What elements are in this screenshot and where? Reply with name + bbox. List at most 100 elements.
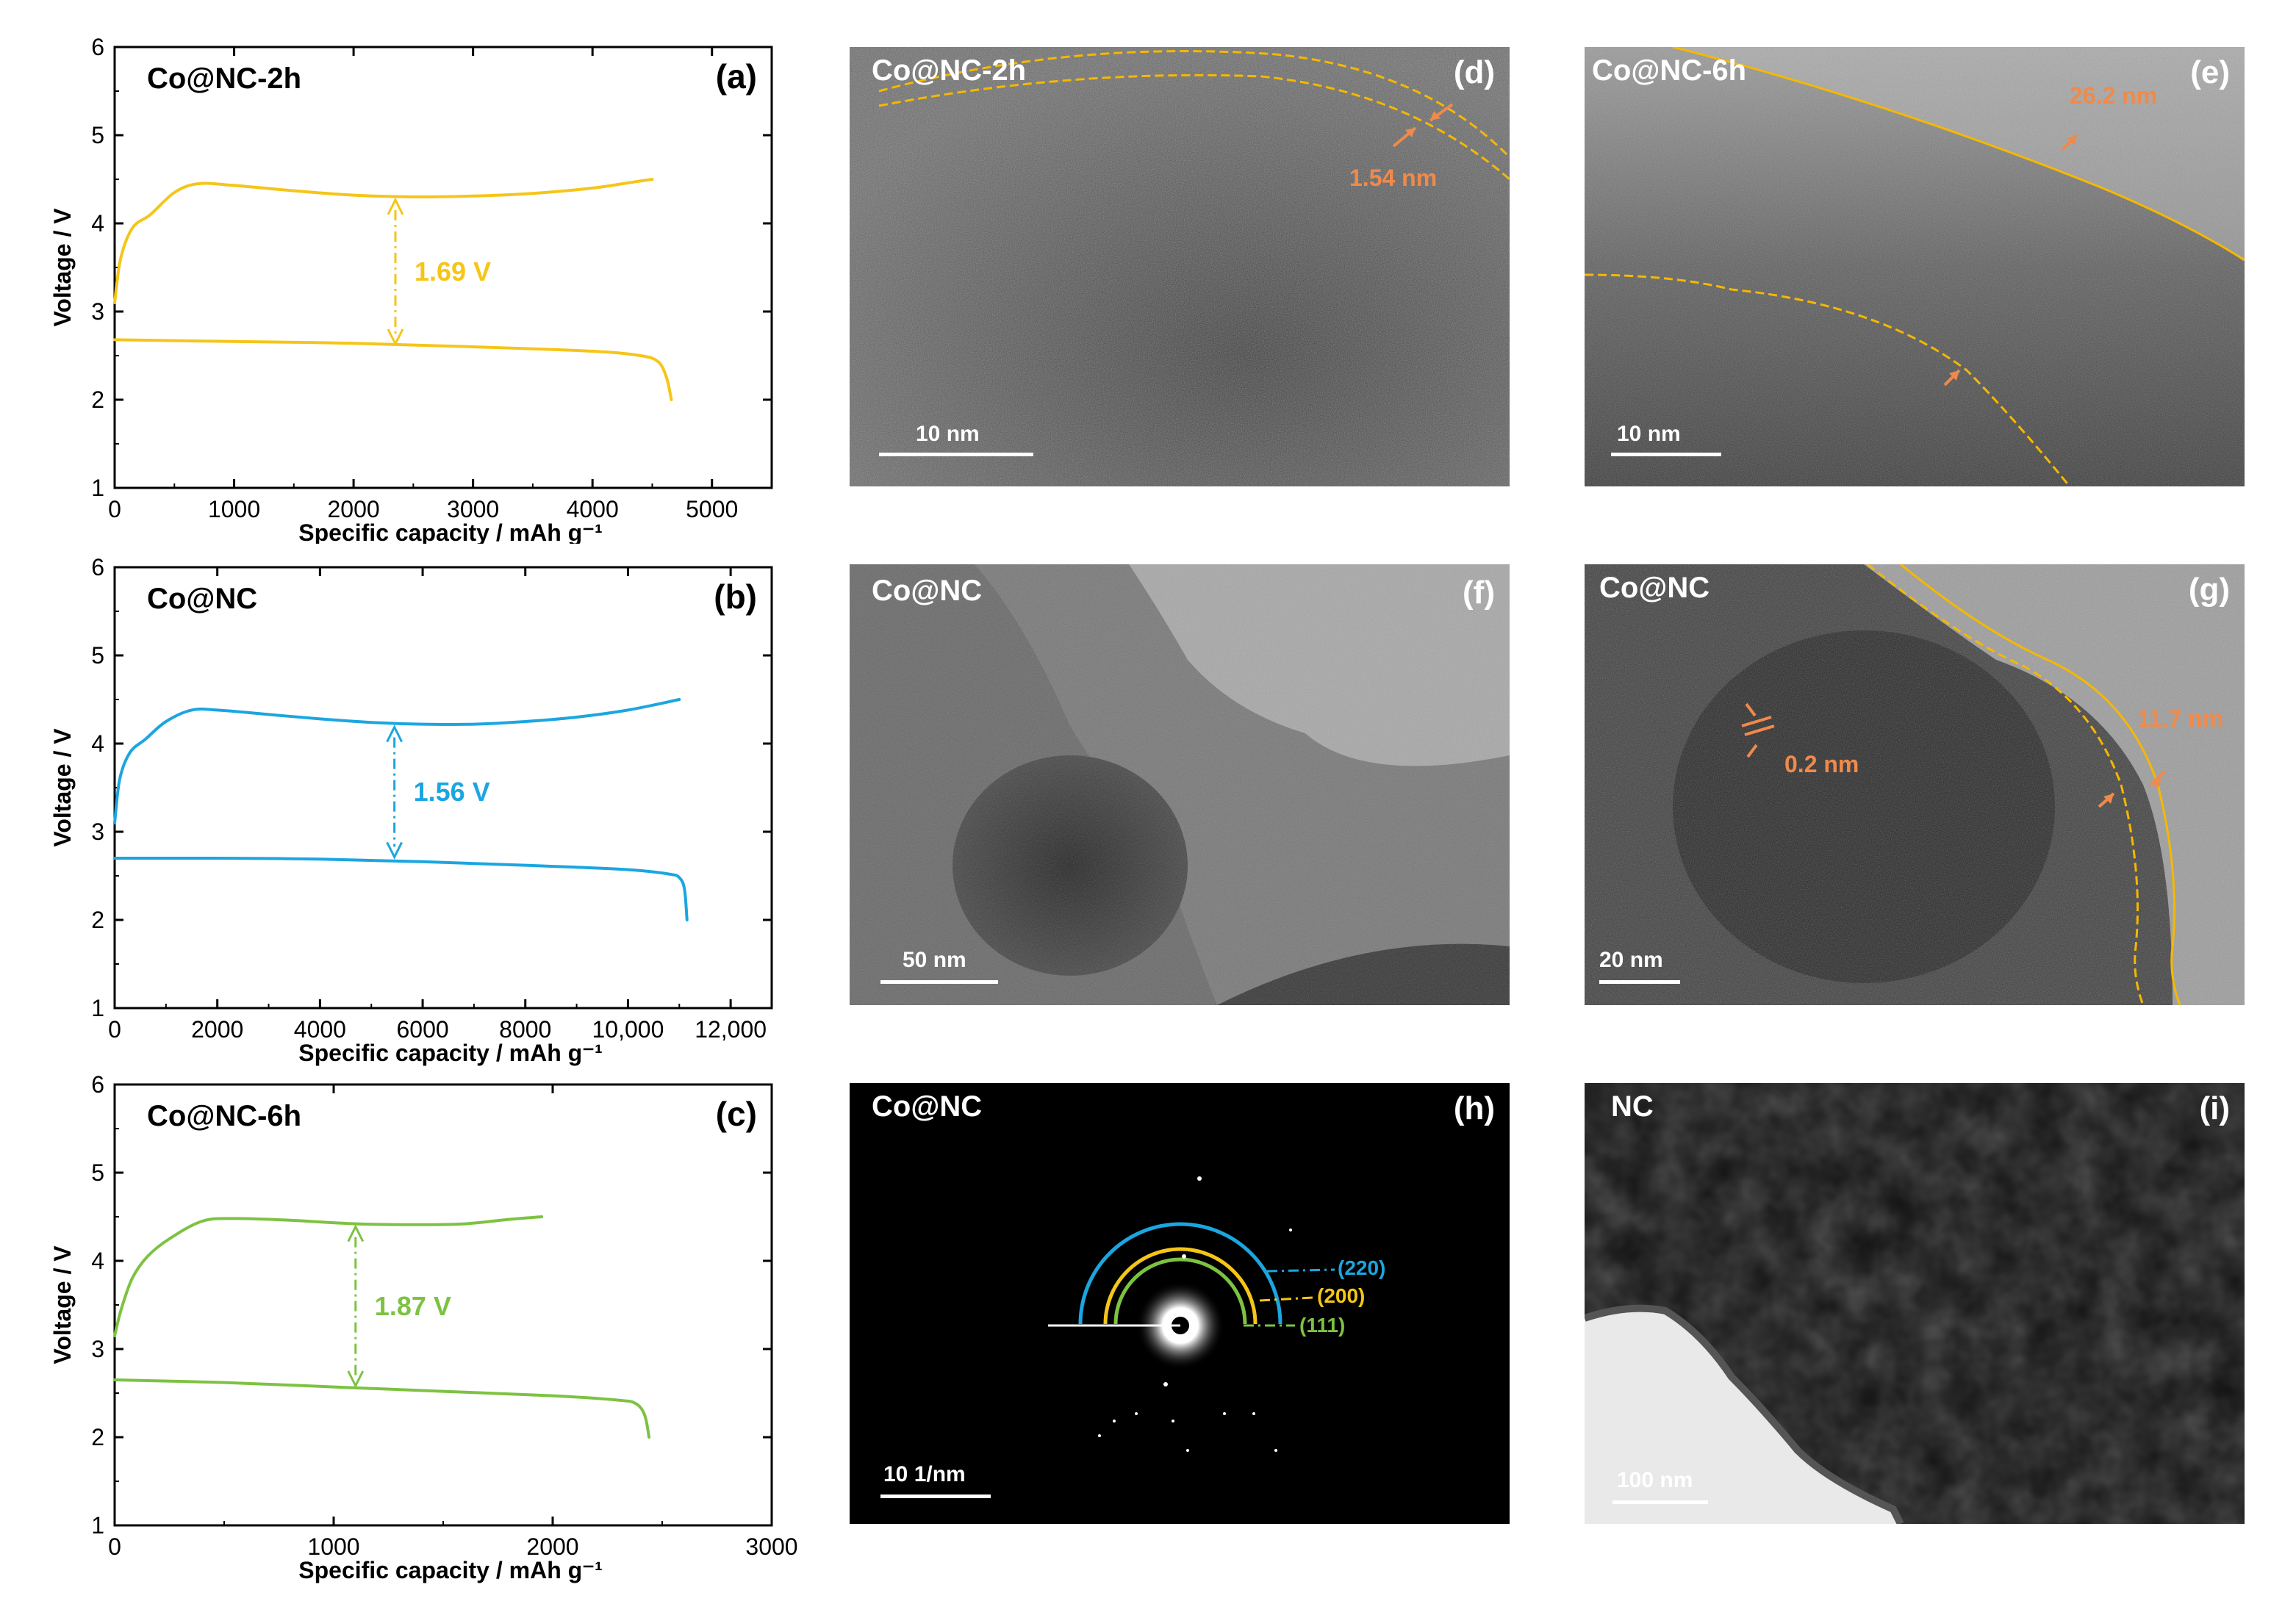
x-axis-label-c: Specific capacity / mAh g⁻¹ [298, 1557, 602, 1583]
y-tick-label-c: 4 [91, 1248, 104, 1274]
micrograph-e-label: (e) [2190, 54, 2230, 90]
x-tick-label-a: 0 [108, 496, 121, 522]
y-tick-label-b: 1 [91, 995, 104, 1021]
chart-c-svg: 1 2 3 4 5 6 0 1000 2000 3000 Specific capacity / m… [49, 1073, 798, 1583]
sample-name-b: Co@NC [147, 583, 257, 615]
panel-label-a: (a) [716, 57, 757, 96]
micrograph-h: Co@NC (h) (220) (200) (111) 10 1/nm [850, 1083, 1510, 1524]
gap-label-a: 1.69 V [415, 256, 491, 287]
y-tick-label-b: 3 [91, 819, 104, 845]
micrograph-g-sample: Co@NC [1599, 572, 1710, 604]
charge-curve-b [113, 698, 681, 824]
y-tick-label-a: 5 [91, 122, 104, 148]
saed-ring-111: (111) [1299, 1314, 1346, 1337]
micrograph-e-scalebar: 10 nm [1617, 422, 1681, 446]
micrograph-h-label: (h) [1453, 1090, 1495, 1126]
x-tick-label-c: 3000 [745, 1533, 797, 1560]
micrograph-d-annotation: 1.54 nm [1349, 165, 1438, 191]
y-tick-label-b: 2 [91, 907, 104, 933]
gap-label-c: 1.87 V [375, 1291, 451, 1321]
x-axis-label-b: Specific capacity / mAh g⁻¹ [298, 1040, 602, 1066]
x-tick-label-c: 2000 [526, 1533, 578, 1560]
gap-arrow-head-bottom-a [387, 328, 404, 347]
saed-ring-220: (220) [1338, 1256, 1386, 1279]
chart-a-svg: 1 2 3 4 5 6 0 1000 2000 3000 4000 5000 Specific capa… [49, 34, 773, 544]
x-tick-label-a: 1000 [208, 496, 260, 522]
y-axis-label-a: Voltage / V [49, 208, 76, 327]
x-tick-label-c: 1000 [307, 1533, 359, 1560]
sample-name-a: Co@NC-2h [147, 62, 301, 95]
micrograph-f: Co@NC (f) 50 nm [850, 564, 1510, 1005]
x-tick-label-b: 8000 [499, 1016, 551, 1043]
y-tick-label-a: 1 [91, 475, 104, 501]
x-tick-label-a: 4000 [567, 496, 619, 522]
micrograph-h-scalebar: 10 1/nm [883, 1462, 966, 1486]
y-tick-label-c: 3 [91, 1336, 104, 1362]
discharge-curve-a [113, 338, 673, 401]
x-tick-label-b: 6000 [396, 1016, 448, 1043]
micrograph-g-shell: 11.7 nm [2137, 705, 2224, 732]
y-tick-label-a: 4 [91, 210, 104, 237]
charge-curve-a [113, 178, 654, 304]
micrograph-f-label: (f) [1463, 575, 1495, 611]
micrograph-i-sample: NC [1611, 1090, 1654, 1123]
micrograph-e-annotation: 26.2 nm [2070, 82, 2158, 109]
micrograph-i-label: (i) [2199, 1090, 2230, 1126]
saed-ring-200: (200) [1317, 1284, 1366, 1307]
y-tick-label-c: 5 [91, 1159, 104, 1186]
x-tick-label-b: 10,000 [592, 1016, 664, 1043]
micrograph-f-scalebar: 50 nm [903, 948, 966, 972]
x-tick-label-a: 3000 [447, 496, 499, 522]
micrograph-h-sample: Co@NC [872, 1090, 983, 1123]
micrograph-f-sample: Co@NC [872, 575, 983, 607]
gap-arrow-head-top-b [386, 724, 403, 743]
y-tick-label-a: 6 [91, 34, 104, 60]
sample-name-c: Co@NC-6h [147, 1100, 301, 1132]
micrograph-i: NC (i) 100 nm [1585, 1083, 2245, 1524]
y-tick-label-b: 6 [91, 554, 104, 580]
gap-arrow-head-top-c [347, 1224, 365, 1242]
discharge-curve-b [113, 856, 689, 921]
micrograph-i-scalebar: 100 nm [1617, 1468, 1693, 1492]
discharge-curve-c [113, 1378, 651, 1439]
y-axis-label-b: Voltage / V [49, 728, 76, 847]
y-tick-label-c: 6 [91, 1073, 104, 1098]
micrograph-g-lattice: 0.2 nm [1784, 751, 1859, 777]
gap-arrow-head-bottom-c [347, 1370, 365, 1389]
gap-arrow-head-top-a [387, 197, 404, 215]
charge-curve-c [113, 1215, 544, 1337]
y-tick-label-b: 5 [91, 642, 104, 669]
micrograph-g: Co@NC (g) 0.2 nm 11.7 nm 20 nm [1585, 564, 2245, 1005]
micrograph-d-sample: Co@NC-2h [872, 54, 1027, 87]
x-tick-label-a: 5000 [686, 496, 738, 522]
gap-arrow-head-bottom-b [386, 841, 403, 860]
x-tick-label-b: 12,000 [695, 1016, 767, 1043]
micrograph-e: Co@NC-6h (e) 26.2 nm 10 nm [1585, 47, 2245, 486]
x-tick-label-b: 0 [108, 1016, 121, 1043]
y-tick-label-a: 2 [91, 386, 104, 413]
x-tick-label-b: 4000 [294, 1016, 346, 1043]
chart-panel-a: 1 2 3 4 5 6 0 1000 2000 3000 4000 5000 Specific capa… [0, 0, 808, 544]
micrograph-e-sample: Co@NC-6h [1592, 54, 1747, 87]
micrograph-d-scalebar: 10 nm [916, 422, 980, 446]
x-tick-label-a: 2000 [327, 496, 379, 522]
y-tick-label-b: 4 [91, 730, 104, 757]
panel-label-c: (c) [716, 1095, 757, 1133]
chart-b-svg: 1 2 3 4 5 6 0 2000 4000 6000 8000 10,000 12,000 Speci… [49, 554, 773, 1066]
x-tick-label-c: 0 [108, 1533, 121, 1560]
micrograph-d: Co@NC-2h (d) 1.54 nm 10 nm [850, 47, 1510, 486]
y-tick-label-c: 2 [91, 1424, 104, 1450]
y-tick-label-c: 1 [91, 1512, 104, 1539]
x-tick-label-b: 2000 [191, 1016, 243, 1043]
micrograph-d-label: (d) [1453, 54, 1495, 90]
panel-label-b: (b) [714, 578, 757, 616]
micrograph-g-label: (g) [2188, 572, 2230, 608]
chart-panel-b: 1 2 3 4 5 6 0 2000 4000 6000 8000 10,000 12,000 Speci… [0, 544, 808, 1073]
gap-label-b: 1.56 V [414, 777, 490, 807]
y-tick-label-a: 3 [91, 298, 104, 325]
chart-panel-c: 1 2 3 4 5 6 0 1000 2000 3000 Specific capacity / m… [0, 1073, 808, 1615]
x-axis-label-a: Specific capacity / mAh g⁻¹ [298, 519, 602, 544]
y-axis-label-c: Voltage / V [49, 1245, 76, 1364]
micrograph-g-scalebar: 20 nm [1599, 948, 1663, 972]
